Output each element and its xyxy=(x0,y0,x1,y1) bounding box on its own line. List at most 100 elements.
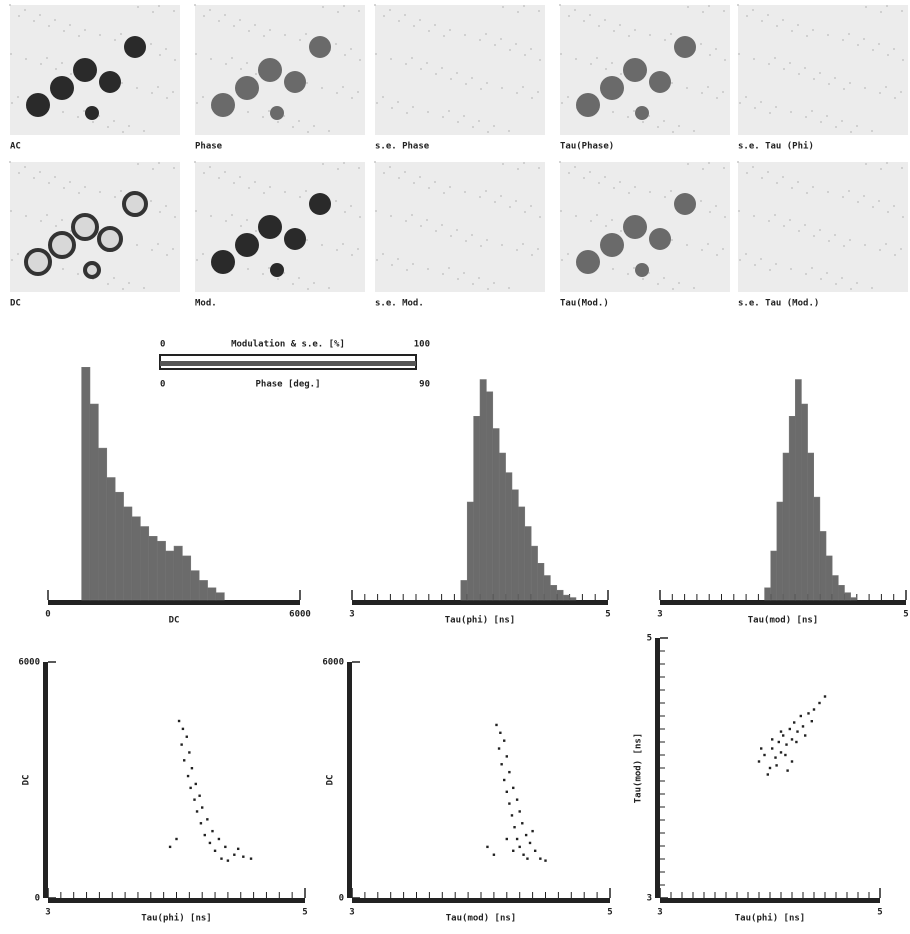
image-noise xyxy=(790,111,792,113)
image-noise xyxy=(811,110,813,112)
image-noise xyxy=(878,43,880,45)
image-noise xyxy=(69,181,71,183)
image-noise xyxy=(413,25,415,27)
image-noise xyxy=(268,110,270,112)
image-noise xyxy=(33,177,35,179)
image-noise xyxy=(486,82,488,84)
image-noise xyxy=(195,53,197,55)
histogram-bar xyxy=(764,587,771,601)
histogram-bar xyxy=(511,489,519,601)
image-noise xyxy=(701,92,703,94)
image-blob xyxy=(97,226,123,252)
scatter-point xyxy=(233,853,236,856)
x-axis-bar xyxy=(352,600,608,605)
image-noise xyxy=(210,58,212,60)
image-noise xyxy=(620,230,622,232)
image-noise xyxy=(826,115,828,117)
scatter-point xyxy=(242,855,245,858)
image-noise xyxy=(633,267,635,269)
image-noise xyxy=(321,87,323,89)
image-blob xyxy=(258,58,282,82)
scatter-point xyxy=(177,719,181,723)
histogram-bar xyxy=(81,367,91,601)
image-noise xyxy=(390,215,392,217)
image-noise xyxy=(708,5,710,7)
scale-bottom-max: 90 xyxy=(419,380,430,390)
image-noise xyxy=(262,273,264,275)
image-noise xyxy=(48,25,50,27)
image-blob xyxy=(50,76,74,100)
x-axis-label: Tau(mod) [ns] xyxy=(748,616,818,626)
image-noise xyxy=(307,131,309,133)
image-noise xyxy=(501,244,503,246)
image-noise xyxy=(738,210,740,212)
scatter-point xyxy=(788,727,791,731)
image-noise xyxy=(783,225,785,227)
image-noise xyxy=(389,9,391,11)
image-noise xyxy=(18,15,20,17)
image-noise xyxy=(173,167,175,169)
scatter-point xyxy=(774,756,777,759)
image-noise xyxy=(435,230,437,232)
image-noise xyxy=(515,43,517,45)
image-noise xyxy=(465,240,467,242)
image-noise xyxy=(715,205,717,207)
image-blob xyxy=(623,215,647,239)
image-noise xyxy=(450,78,452,80)
image-noise xyxy=(842,196,844,198)
image-noise xyxy=(857,201,859,203)
image-noise xyxy=(121,82,123,84)
image-noise xyxy=(62,111,64,113)
image-noise xyxy=(202,253,204,255)
image-noise xyxy=(672,288,674,290)
image-noise xyxy=(745,96,747,98)
image-noise xyxy=(210,215,212,217)
image-noise xyxy=(820,278,822,280)
x-tick-label: 5 xyxy=(607,908,612,918)
image-noise xyxy=(471,77,473,79)
image-blob xyxy=(211,93,235,117)
image-noise xyxy=(420,225,422,227)
image-noise xyxy=(745,253,747,255)
image-noise xyxy=(406,269,408,271)
scatter-point xyxy=(503,778,506,782)
image-noise xyxy=(722,91,724,93)
histogram-bar xyxy=(788,416,796,601)
histogram-bar xyxy=(556,589,564,601)
image-noise xyxy=(493,282,495,284)
scatter-point xyxy=(500,763,503,766)
image-noise xyxy=(523,162,525,164)
x-axis-bar xyxy=(48,898,305,903)
histogram-bar xyxy=(156,540,166,601)
image-noise xyxy=(478,120,480,122)
image-noise xyxy=(240,68,242,70)
image-noise xyxy=(10,210,12,212)
image-noise xyxy=(753,58,755,60)
histogram-bar xyxy=(569,597,577,601)
image-noise xyxy=(351,97,353,99)
image-noise xyxy=(686,244,688,246)
image-noise xyxy=(776,182,778,184)
image-noise xyxy=(753,215,755,217)
image-noise xyxy=(754,107,756,109)
image-noise xyxy=(612,268,614,270)
image-noise xyxy=(343,162,345,164)
image-blob xyxy=(83,261,101,279)
image-noise xyxy=(894,97,896,99)
image-noise xyxy=(54,19,56,21)
image-noise xyxy=(128,282,130,284)
image-noise xyxy=(746,15,748,17)
image-noise xyxy=(887,54,889,56)
scatter-point xyxy=(505,790,508,793)
image-noise xyxy=(596,57,598,59)
image-label: Mod. xyxy=(195,299,217,309)
image-noise xyxy=(871,130,873,132)
y-axis-bar xyxy=(655,638,660,898)
image-noise xyxy=(902,216,904,218)
image-noise xyxy=(344,211,346,213)
scatter-point xyxy=(757,760,761,763)
image-noise xyxy=(376,102,378,104)
image-noise xyxy=(702,168,704,170)
